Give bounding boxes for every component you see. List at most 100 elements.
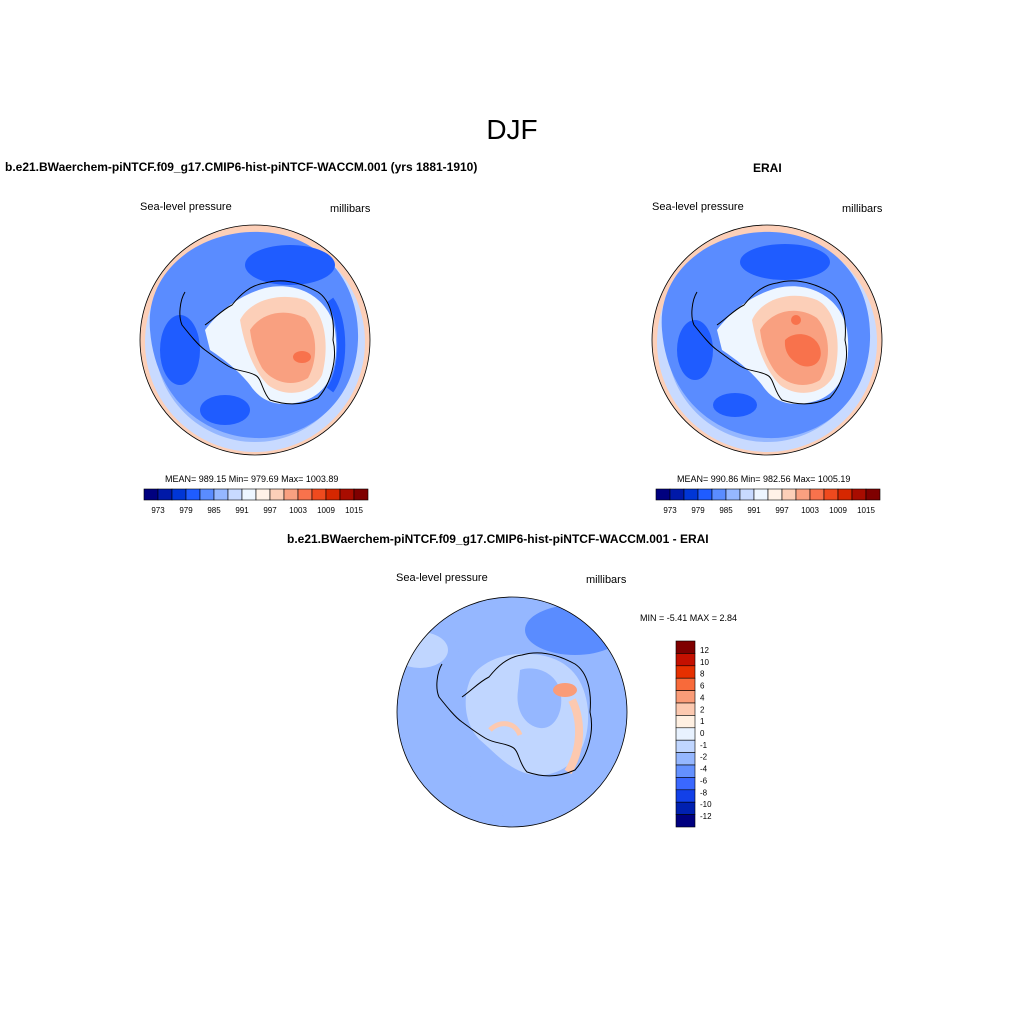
colorbar-swatch	[353, 488, 369, 501]
colorbar-swatch	[767, 488, 783, 501]
colorbar-label: 985	[719, 506, 733, 515]
panel3-title: b.e21.BWaerchem-piNTCF.f09_g17.CMIP6-his…	[287, 532, 709, 546]
colorbar-swatch	[269, 488, 285, 501]
map-difference-slp	[397, 597, 627, 827]
colorbar-swatch	[675, 814, 696, 828]
colorbar-model: 973 979 985 991 997 1003 1009 1015	[143, 488, 369, 515]
colorbar-swatch	[675, 690, 696, 704]
colorbar-swatch	[675, 727, 696, 741]
colorbar-swatch	[823, 488, 839, 501]
colorbar-label: -10	[700, 800, 712, 809]
colorbar-label: 1015	[857, 506, 875, 515]
panel3-stats: MIN = -5.41 MAX = 2.84	[640, 613, 738, 623]
colorbar-label: 991	[235, 506, 249, 515]
colorbar-swatch	[199, 488, 215, 501]
colorbar-swatch	[683, 488, 699, 501]
colorbar-swatch	[213, 488, 229, 501]
colorbar-label: 0	[700, 729, 705, 738]
colorbar-label: 985	[207, 506, 221, 515]
colorbar-swatch	[675, 752, 696, 766]
colorbar-swatch	[675, 739, 696, 753]
page-title: DJF	[486, 114, 538, 145]
colorbar-swatch	[339, 488, 355, 501]
colorbar-swatch	[809, 488, 825, 501]
antarctica-coastline	[436, 652, 593, 777]
colorbar-swatch	[851, 488, 867, 501]
colorbar-label: 1015	[345, 506, 363, 515]
panel1-units-label: millibars	[330, 203, 371, 215]
colorbar-swatch	[675, 801, 696, 815]
colorbar-label: 4	[700, 693, 705, 702]
antarctica-coastline	[691, 280, 848, 405]
panel1-variable-label: Sea-level pressure	[140, 201, 232, 213]
colorbar-label: 979	[179, 506, 193, 515]
colorbar-label: 8	[700, 670, 705, 679]
colorbar-label: -4	[700, 765, 708, 774]
colorbar-swatch	[171, 488, 187, 501]
colorbar-label: 1	[700, 717, 705, 726]
colorbar-erai: 973 979 985 991 997 1003 1009 1015	[655, 488, 881, 515]
colorbar-swatch	[227, 488, 243, 501]
colorbar-swatch	[157, 488, 173, 501]
colorbar-swatch	[143, 488, 159, 501]
colorbar-label: 973	[663, 506, 677, 515]
panel2-units-label: millibars	[842, 203, 883, 215]
colorbar-swatch	[675, 640, 696, 654]
panel3-variable-label: Sea-level pressure	[396, 572, 488, 584]
colorbar-swatch	[669, 488, 685, 501]
panel2-variable-label: Sea-level pressure	[652, 201, 744, 213]
colorbar-label: -6	[700, 776, 708, 785]
colorbar-label: -12	[700, 812, 712, 821]
colorbar-swatch	[711, 488, 727, 501]
map-erai-slp	[652, 225, 882, 455]
colorbar-label: 997	[263, 506, 277, 515]
colorbar-swatch	[795, 488, 811, 501]
panel3-units-label: millibars	[586, 574, 627, 586]
colorbar-label: 2	[700, 705, 705, 714]
colorbar-label: 12	[700, 646, 709, 655]
colorbar-swatch	[781, 488, 797, 501]
colorbar-label: 991	[747, 506, 761, 515]
colorbar-swatch	[675, 702, 696, 716]
colorbar-swatch	[675, 665, 696, 679]
colorbar-swatch	[325, 488, 341, 501]
colorbar-label: -2	[700, 753, 708, 762]
colorbar-swatch	[297, 488, 313, 501]
colorbar-label: 973	[151, 506, 165, 515]
colorbar-label: 1003	[289, 506, 307, 515]
colorbar-label: -1	[700, 741, 708, 750]
colorbar-label: 1009	[829, 506, 847, 515]
colorbar-swatch	[697, 488, 713, 501]
colorbar-label: -8	[700, 788, 708, 797]
colorbar-swatch	[655, 488, 671, 501]
colorbar-swatch	[241, 488, 257, 501]
colorbar-swatch	[837, 488, 853, 501]
colorbar-label: 10	[700, 658, 709, 667]
antarctica-coastline	[179, 280, 336, 405]
colorbar-label: 997	[775, 506, 789, 515]
colorbar-swatch	[675, 777, 696, 791]
colorbar-swatch	[675, 789, 696, 803]
panel2-stats: MEAN= 990.86 Min= 982.56 Max= 1005.19	[677, 474, 851, 484]
colorbar-swatch	[725, 488, 741, 501]
colorbar-swatch	[865, 488, 881, 501]
panel1-stats: MEAN= 989.15 Min= 979.69 Max= 1003.89	[165, 474, 339, 484]
colorbar-swatch	[739, 488, 755, 501]
colorbar-swatch	[283, 488, 299, 501]
colorbar-swatch	[675, 653, 696, 667]
colorbar-swatch	[255, 488, 271, 501]
colorbar-label: 6	[700, 682, 705, 691]
panel2-title: ERAI	[753, 161, 782, 175]
colorbar-swatch	[311, 488, 327, 501]
colorbar-label: 979	[691, 506, 705, 515]
colorbar-swatch	[675, 764, 696, 778]
colorbar-swatch	[675, 677, 696, 691]
colorbar-swatch	[675, 715, 696, 729]
colorbar-swatch	[753, 488, 769, 501]
panel1-title: b.e21.BWaerchem-piNTCF.f09_g17.CMIP6-his…	[5, 160, 478, 174]
colorbar-swatch	[185, 488, 201, 501]
colorbar-label: 1003	[801, 506, 819, 515]
colorbar-label: 1009	[317, 506, 335, 515]
